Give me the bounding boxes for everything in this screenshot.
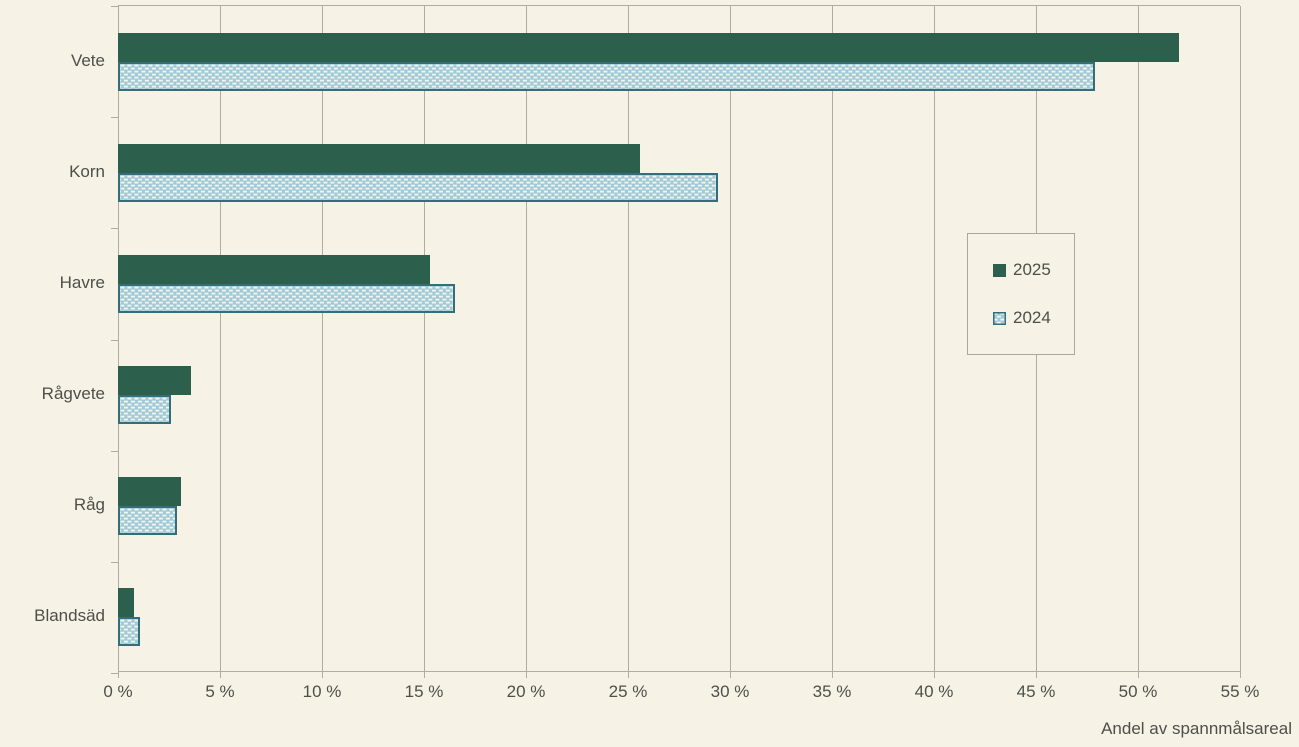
bar-2024-korn[interactable] — [118, 172, 718, 202]
bar-2024-blandsäd[interactable] — [118, 617, 141, 647]
legend-item-2024[interactable]: 2024 — [993, 308, 1074, 328]
bar-2025-rågvete[interactable] — [118, 366, 192, 396]
x-tick-label: 45 % — [1016, 682, 1056, 701]
bar-2025-korn[interactable] — [118, 143, 641, 173]
category-label: Blandsäd — [34, 606, 105, 626]
bar-pair — [118, 254, 1240, 313]
gridline — [526, 6, 527, 671]
bar-2024-råg[interactable] — [118, 506, 178, 536]
y-axis-tick — [111, 562, 118, 563]
bar-2024-vete[interactable] — [118, 61, 1096, 91]
x-axis-tick — [628, 671, 629, 678]
gridline — [322, 6, 323, 671]
bar-pair — [118, 366, 1240, 425]
bar-2024-rågvete[interactable] — [118, 395, 172, 425]
plot-area — [111, 5, 1241, 678]
y-axis-tick — [111, 673, 118, 674]
x-axis-tick — [1138, 671, 1139, 678]
gridline — [220, 6, 221, 671]
category-label: Korn — [69, 161, 105, 181]
legend: 2025 2024 — [967, 233, 1075, 355]
x-tick-label: 35 % — [812, 682, 852, 701]
category-label: Vete — [70, 50, 105, 70]
legend-label-2025: 2025 — [1013, 260, 1051, 279]
bar-2025-råg[interactable] — [118, 477, 182, 507]
x-tick-label: 55 % — [1220, 682, 1260, 701]
bar-2025-havre[interactable] — [118, 254, 431, 284]
gridline — [1138, 6, 1139, 671]
x-tick-label: 40 % — [914, 682, 954, 701]
x-tick-label: 15 % — [404, 682, 444, 701]
y-axis-tick — [111, 228, 118, 229]
x-tick-label: 0 % — [103, 682, 133, 701]
x-tick-label: 5 % — [205, 682, 235, 701]
gridline — [1240, 6, 1241, 671]
bar-2024-havre[interactable] — [118, 283, 455, 313]
x-axis-tick — [832, 671, 833, 678]
x-axis-tick — [934, 671, 935, 678]
category-label: Havre — [59, 272, 105, 292]
legend-label-2024: 2024 — [1013, 308, 1051, 327]
x-axis-tick — [424, 671, 425, 678]
x-axis-tick — [220, 671, 221, 678]
y-axis-tick — [111, 451, 118, 452]
x-axis-title: Andel av spannmålsareal — [1101, 719, 1292, 738]
x-tick-label: 20 % — [506, 682, 546, 701]
legend-swatch-2025 — [993, 263, 1006, 277]
gridline — [730, 6, 731, 671]
gridline — [118, 6, 119, 671]
bar-2025-vete[interactable] — [118, 32, 1179, 62]
bar-pair — [118, 32, 1240, 91]
x-tick-label: 30 % — [710, 682, 750, 701]
bar-pair — [118, 477, 1240, 536]
x-tick-label: 50 % — [1118, 682, 1158, 701]
x-axis-tick — [322, 671, 323, 678]
x-axis-tick — [118, 671, 119, 678]
category-label: Råg — [73, 495, 105, 515]
gridline — [424, 6, 425, 671]
x-axis-tick — [730, 671, 731, 678]
x-axis-tick — [1240, 671, 1241, 678]
gridline — [628, 6, 629, 671]
bar-pair — [118, 588, 1240, 647]
x-axis-tick — [1036, 671, 1037, 678]
y-axis-tick — [111, 340, 118, 341]
bar-2025-blandsäd[interactable] — [118, 588, 135, 618]
x-tick-label: 25 % — [608, 682, 648, 701]
legend-item-2025[interactable]: 2025 — [993, 260, 1074, 280]
y-axis-tick — [111, 6, 118, 7]
category-label: Rågvete — [41, 384, 105, 404]
x-tick-label: 10 % — [302, 682, 342, 701]
y-axis-tick — [111, 117, 118, 118]
gridline — [832, 6, 833, 671]
x-axis-tick — [526, 671, 527, 678]
legend-swatch-2024 — [993, 311, 1006, 325]
bar-pair — [118, 143, 1240, 202]
gridline — [934, 6, 935, 671]
